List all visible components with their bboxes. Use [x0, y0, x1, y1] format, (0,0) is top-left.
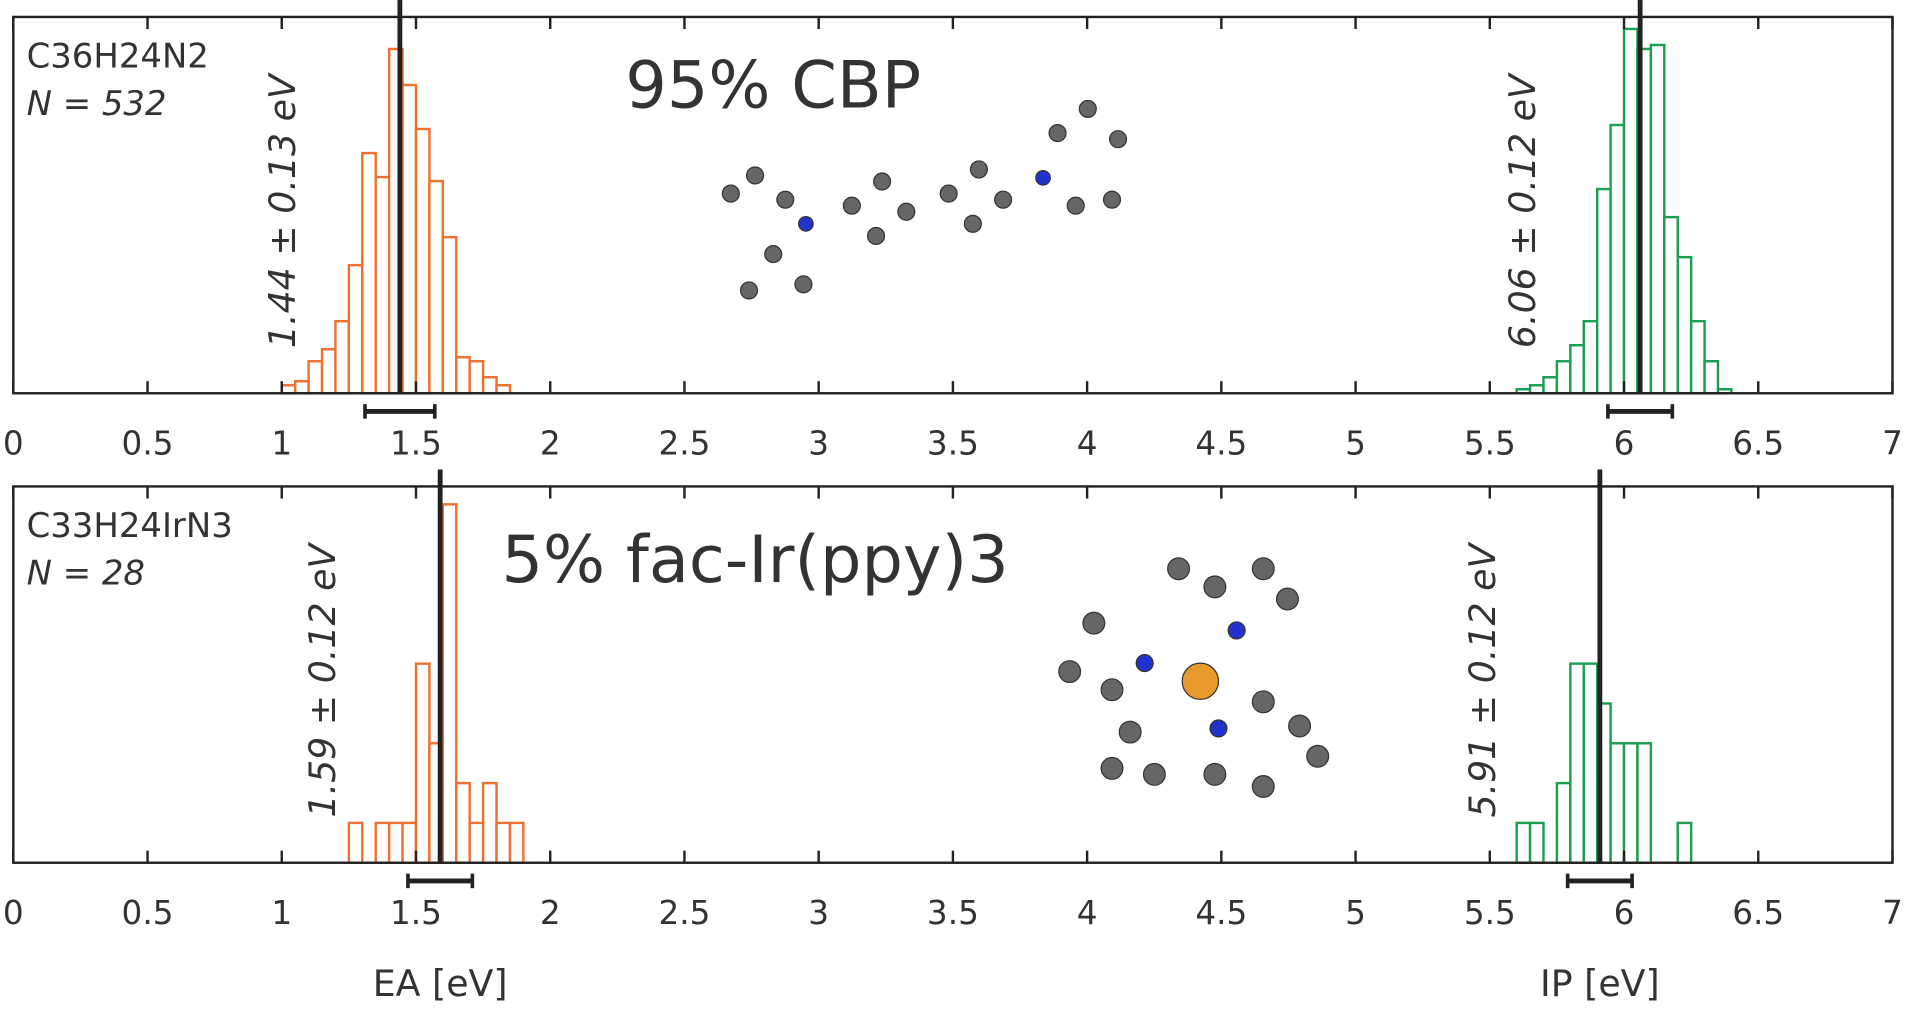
histogram-bar — [1569, 662, 1585, 864]
histogram-bar — [347, 263, 364, 395]
histogram-bar — [1515, 821, 1532, 864]
histogram-bar — [374, 175, 391, 395]
histogram-bar — [1528, 821, 1545, 864]
x-tick-label: 3 — [808, 894, 829, 932]
histogram-bar — [347, 821, 364, 864]
histogram-bar — [414, 662, 431, 864]
histogram-bar — [495, 821, 512, 864]
histogram-bar — [481, 376, 498, 395]
histogram-bar — [401, 83, 418, 395]
x-tick-label: 6.5 — [1732, 424, 1784, 462]
histogram-bar — [1582, 319, 1599, 395]
histogram-bar — [1703, 360, 1720, 395]
histogram-bar — [1609, 123, 1626, 395]
histogram-bar — [1622, 742, 1639, 864]
histogram-bar — [468, 360, 485, 395]
histogram-bar — [1622, 27, 1639, 395]
x-tick-label: 6.5 — [1732, 894, 1784, 932]
molecule-irppy3 — [1058, 557, 1330, 799]
histogram-bar — [1555, 781, 1572, 864]
x-tick-label: 1 — [271, 894, 292, 932]
mean-label: 6.06 ± 0.12 eV — [1501, 72, 1544, 348]
x-tick-label: 1 — [271, 424, 292, 462]
x-tick-label: 6 — [1614, 424, 1635, 462]
histogram-bar — [481, 781, 498, 864]
x-axis-label: EA [eV] — [373, 962, 508, 1005]
x-tick-label: 4 — [1077, 424, 1098, 462]
x-tick-label: 4.5 — [1195, 894, 1247, 932]
count-label: N = 28 — [27, 553, 145, 592]
x-tick-label: 3.5 — [927, 424, 979, 462]
histogram-bar — [387, 821, 404, 864]
histogram-bar — [1595, 187, 1612, 395]
panel-title: 5% fac-Ir(ppy)3 — [501, 522, 1008, 598]
histogram-bar — [1676, 821, 1693, 864]
x-axis-label: IP [eV] — [1540, 962, 1660, 1005]
x-tick-label: 7 — [1882, 894, 1903, 932]
histogram-bar — [1689, 319, 1706, 395]
x-tick-label: 4.5 — [1195, 424, 1247, 462]
molecule-cbp — [721, 99, 1128, 300]
histogram-bar — [334, 319, 351, 395]
error-bar — [1606, 404, 1675, 419]
error-bar — [363, 404, 437, 419]
histogram-bar — [374, 821, 391, 864]
x-tick-label: 1.5 — [390, 424, 442, 462]
x-tick-label: 4 — [1077, 894, 1098, 932]
x-tick-label: 0.5 — [122, 894, 174, 932]
histogram-bar — [1542, 376, 1559, 395]
histogram-bar — [307, 360, 324, 395]
error-bar — [406, 873, 475, 889]
x-tick-label: 0.5 — [122, 424, 174, 462]
x-tick-label: 5 — [1345, 424, 1366, 462]
histogram-bar — [455, 781, 471, 864]
x-tick-label: 5 — [1345, 894, 1366, 932]
mean-label: 1.44 ± 0.13 eV — [261, 72, 304, 348]
x-tick-label: 1.5 — [390, 894, 442, 932]
panel-title: 95% CBP — [625, 48, 921, 124]
histogram-bar — [441, 503, 458, 864]
histogram-bar — [1609, 742, 1626, 864]
histogram-bar — [1676, 255, 1693, 395]
x-tick-label: 5.5 — [1464, 424, 1516, 462]
x-tick-label: 6 — [1614, 894, 1635, 932]
histogram-bar — [1663, 215, 1679, 395]
x-tick-label: 2 — [540, 894, 561, 932]
formula: C33H24IrN3 — [27, 506, 233, 545]
histogram-bar — [1555, 360, 1572, 395]
histogram-bar — [1582, 662, 1599, 864]
histogram-bar — [361, 151, 377, 395]
x-tick-label: 3.5 — [927, 894, 979, 932]
mean-label: 1.59 ± 0.12 eV — [301, 542, 344, 818]
histogram-bar — [455, 356, 471, 395]
x-tick-label: 3 — [808, 424, 829, 462]
histogram-bar — [1569, 344, 1585, 395]
histogram-bar — [401, 821, 418, 864]
histogram-bar — [414, 127, 431, 395]
histogram-bar — [1636, 742, 1653, 864]
count-label: N = 532 — [27, 84, 167, 123]
x-tick-label: 2.5 — [658, 424, 710, 462]
histogram-bar — [508, 821, 525, 864]
x-tick-label: 2.5 — [658, 894, 710, 932]
histogram-bar — [1649, 43, 1666, 395]
x-tick-label: 0 — [3, 424, 24, 462]
histogram-bar — [441, 235, 458, 395]
histogram-bar — [293, 380, 310, 395]
formula: C36H24N2 — [27, 37, 209, 76]
x-tick-label: 2 — [540, 424, 561, 462]
x-tick-label: 5.5 — [1464, 894, 1516, 932]
histogram-bar — [428, 179, 445, 395]
histogram-bar — [468, 821, 485, 864]
mean-label: 5.91 ± 0.12 eV — [1461, 542, 1504, 818]
x-tick-label: 7 — [1882, 424, 1903, 462]
x-tick-label: 0 — [3, 894, 24, 932]
error-bar — [1565, 873, 1634, 889]
histogram-bar — [320, 348, 337, 395]
